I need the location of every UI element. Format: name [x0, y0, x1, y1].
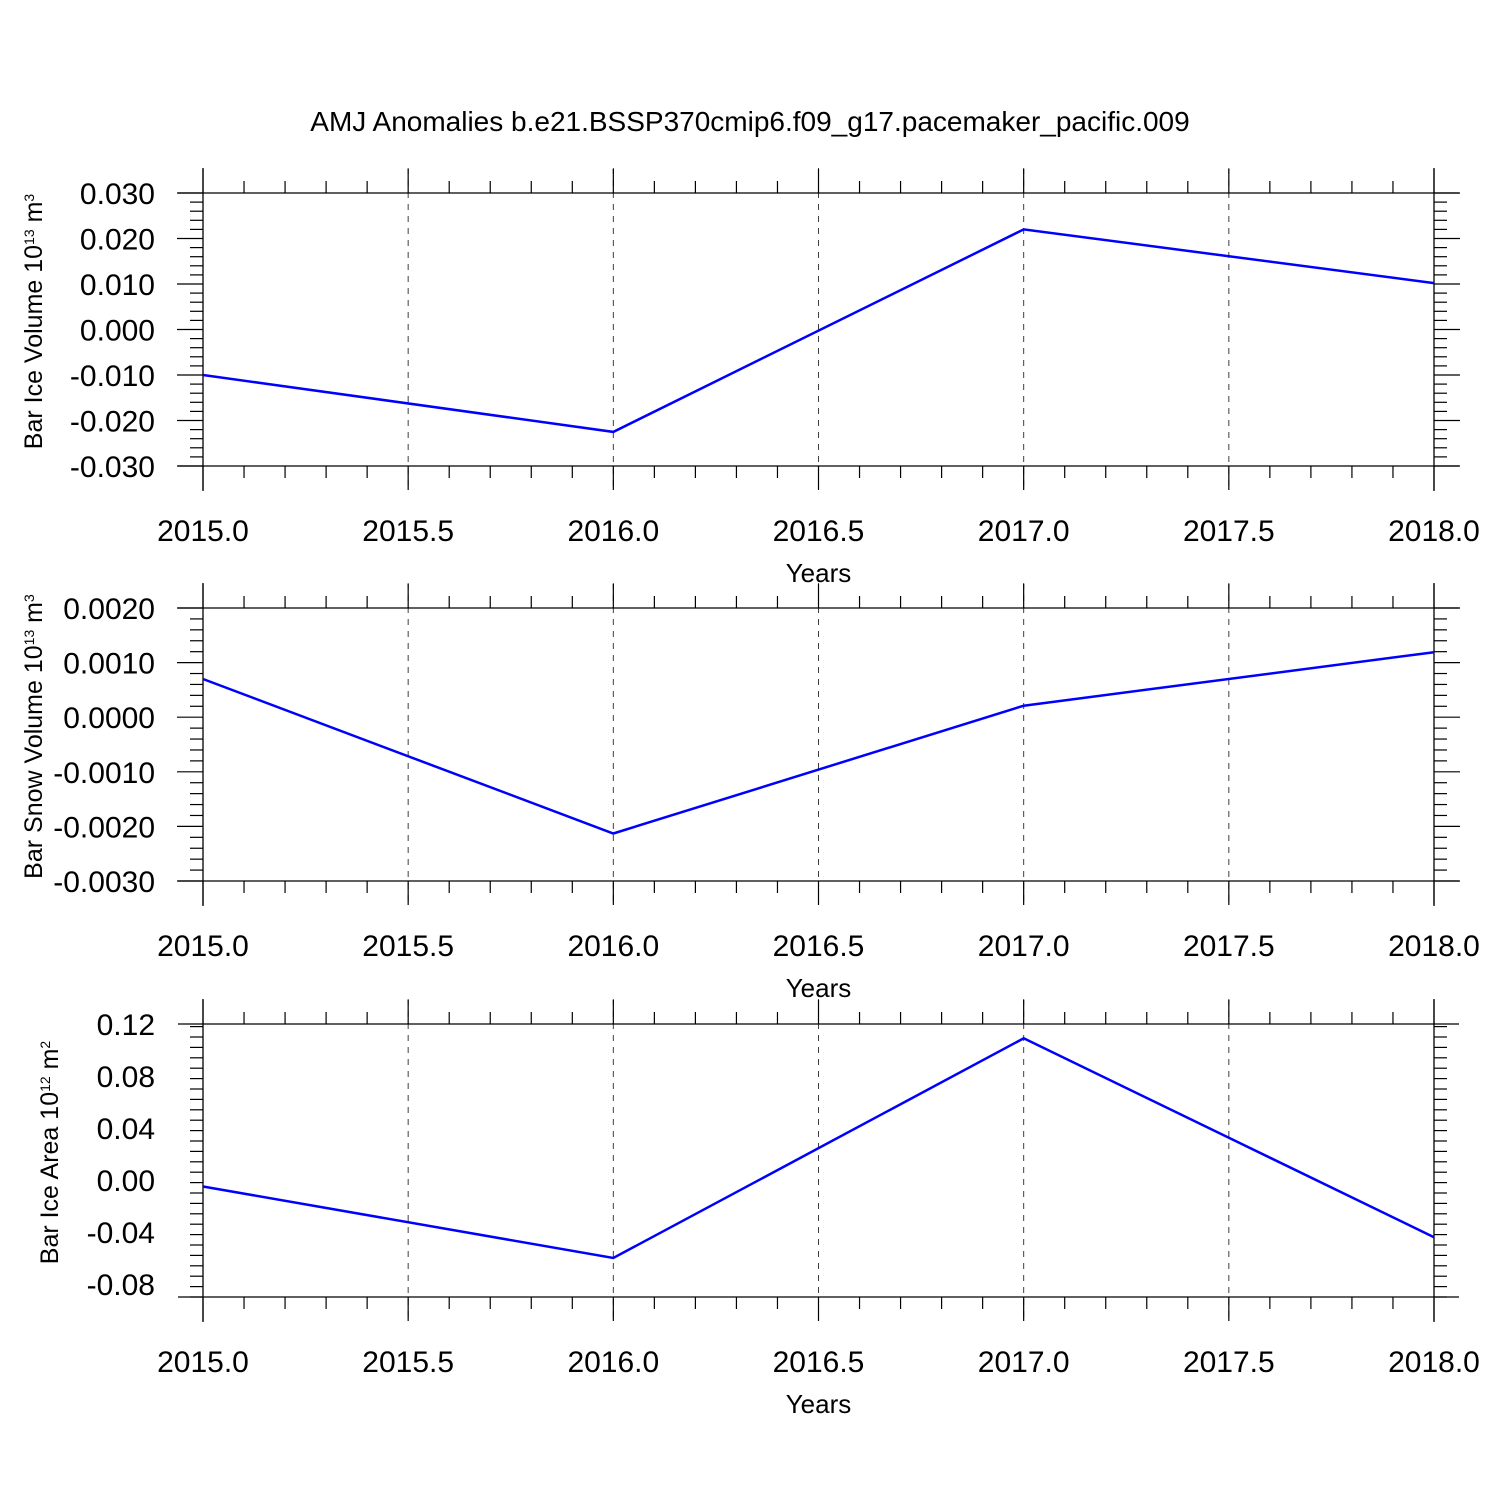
series-line — [202, 650, 1435, 835]
panel-1: 2015.0 2015.5 2016.0 2016.5 2017.0 2017.5 2018… — [20, 168, 1480, 588]
x-tick-label: 2017.5 — [1183, 515, 1275, 548]
x-tick-label: 2016.0 — [567, 1346, 659, 1379]
y-axis-title: Bar Ice Area 1012 m2 — [36, 1041, 64, 1265]
x-axis-title: Years — [786, 973, 852, 1003]
y-tick-label: -0.0030 — [53, 866, 155, 899]
y-tick-label: -0.0020 — [53, 811, 155, 844]
x-tick-label: 2015.0 — [157, 930, 249, 963]
x-tick-label: 2017.5 — [1183, 1346, 1275, 1379]
x-tick-label: 2016.0 — [567, 930, 659, 963]
y-tick-label: 0.0010 — [63, 648, 155, 681]
x-tick-label: 2017.5 — [1183, 930, 1275, 963]
y-tick-label: -0.020 — [70, 406, 155, 439]
x-tick-label: 2018.0 — [1388, 930, 1480, 963]
panels: 2015.0 2015.5 2016.0 2016.5 2017.0 2017.5 2018… — [20, 168, 1480, 1419]
y-tick-label: -0.04 — [87, 1217, 155, 1250]
panel-3: 2015.0 2015.5 2016.0 2016.5 2017.0 2017.5 2018… — [36, 999, 1480, 1419]
chart-title: AMJ Anomalies b.e21.BSSP370cmip6.f09_g17… — [310, 106, 1189, 137]
x-tick-label: 2015.0 — [157, 1346, 249, 1379]
x-tick-label: 2015.5 — [362, 515, 454, 548]
y-axis-title: Bar Snow Volume 1013 m3 — [20, 594, 48, 879]
x-tick-label: 2016.0 — [567, 515, 659, 548]
y-axis-title: Bar Ice Volume 1013 m3 — [20, 194, 48, 450]
x-tick-label: 2016.5 — [773, 1346, 865, 1379]
x-tick-label: 2016.5 — [773, 515, 865, 548]
x-tick-label: 2017.0 — [978, 515, 1070, 548]
x-tick-label: 2017.0 — [978, 1346, 1070, 1379]
y-tick-label: -0.08 — [87, 1269, 155, 1302]
y-tick-label: 0.000 — [80, 315, 155, 348]
x-tick-label: 2017.0 — [978, 930, 1070, 963]
y-tick-label: -0.0010 — [53, 757, 155, 790]
y-tick-label: -0.010 — [70, 360, 155, 393]
y-tick-label: 0.00 — [97, 1165, 155, 1198]
x-tick-label: 2018.0 — [1388, 515, 1480, 548]
x-tick-label: 2016.5 — [773, 930, 865, 963]
x-tick-label: 2015.5 — [362, 1346, 454, 1379]
x-tick-label: 2015.5 — [362, 930, 454, 963]
y-tick-label: 0.04 — [97, 1113, 155, 1146]
y-tick-label: 0.08 — [97, 1061, 155, 1094]
y-tick-label: 0.030 — [80, 178, 155, 211]
y-tick-label: 0.010 — [80, 269, 155, 302]
y-tick-label: 0.0020 — [63, 593, 155, 626]
y-tick-label: 0.12 — [97, 1009, 155, 1042]
x-tick-label: 2018.0 — [1388, 1346, 1480, 1379]
panel-2: 2015.0 2015.5 2016.0 2016.5 2017.0 2017.5 2018… — [20, 583, 1480, 1003]
x-axis-title: Years — [786, 1389, 852, 1419]
y-tick-label: -0.030 — [70, 451, 155, 484]
series-line — [202, 228, 1435, 434]
y-tick-label: 0.020 — [80, 224, 155, 257]
x-tick-label: 2015.0 — [157, 515, 249, 548]
series-line — [202, 1036, 1435, 1260]
y-tick-label: 0.0000 — [63, 702, 155, 735]
